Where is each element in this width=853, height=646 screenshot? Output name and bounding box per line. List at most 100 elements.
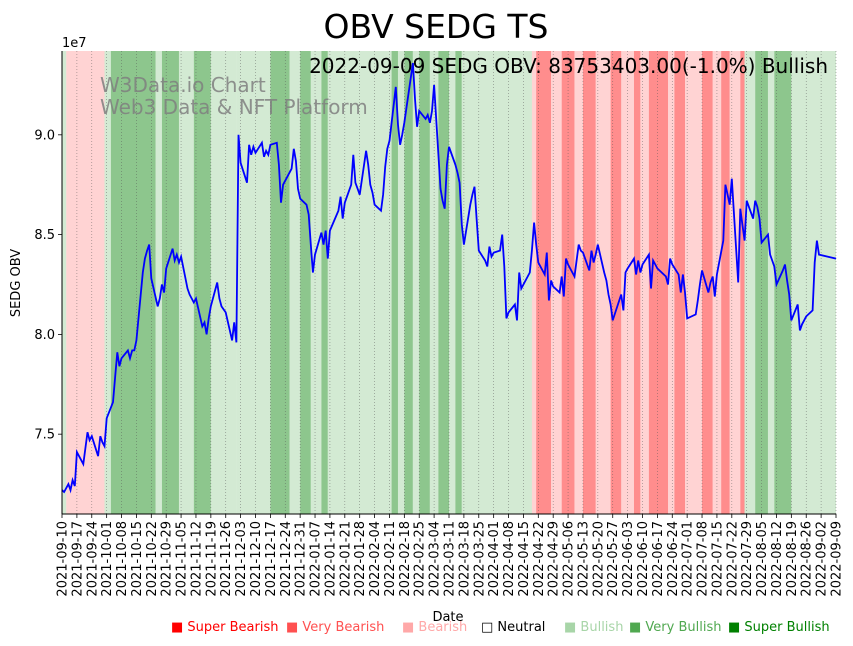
x-tick-label: 2022-01-14 (323, 521, 338, 597)
x-tick-label: 2021-12-17 (264, 521, 279, 597)
x-tick-label: 2022-01-07 (309, 521, 324, 597)
regime-band-very-bullish (161, 51, 179, 514)
regime-band-very-bullish (270, 51, 290, 514)
legend: ■ Super Bearish ■ Very Bearish ■ Bearish… (168, 620, 848, 638)
x-tick-label: 2022-04-22 (532, 521, 547, 597)
x-axis-ticks: 2021-09-10 2021-09-17 2021-09-24 2021-10-01… (56, 514, 845, 597)
regime-band-bearish (685, 51, 703, 514)
legend-super-bearish-label: Super Bearish (187, 620, 279, 635)
regime-band-bearish (66, 51, 105, 514)
regime-band-bearish (640, 51, 649, 514)
x-tick-label: 2021-10-29 (160, 521, 175, 597)
x-tick-label: 2021-11-19 (204, 521, 219, 597)
regime-band-bullish (155, 51, 162, 514)
x-tick-label: 2022-05-27 (606, 521, 621, 597)
regime-band-bullish (104, 51, 111, 514)
regime-band-bullish (62, 51, 67, 514)
regime-band-bullish (310, 51, 322, 514)
x-tick-label: 2022-07-15 (710, 521, 725, 597)
x-tick-label: 2022-06-03 (621, 521, 636, 597)
y-tick-label: 7.5 (34, 428, 55, 443)
regime-band-bullish (744, 51, 756, 514)
legend-bullish-label: Bullish (580, 620, 624, 635)
x-tick-label: 2022-06-24 (666, 521, 681, 597)
x-tick-label: 2022-07-29 (740, 521, 755, 597)
regime-band-bullish (397, 51, 405, 514)
legend-very-bullish-label: Very Bullish (645, 620, 722, 635)
x-tick-label: 2022-02-04 (368, 521, 383, 597)
x-tick-label: 2022-08-19 (785, 521, 800, 597)
legend-very-bearish: ■ Very Bearish (286, 620, 385, 635)
x-tick-label: 2022-05-13 (576, 521, 591, 597)
x-tick-label: 2021-10-22 (145, 521, 160, 597)
legend-bearish: ■ Bearish (402, 620, 468, 635)
legend-very-bullish: ■ Very Bullish (629, 620, 722, 635)
x-tick-label: 2022-03-18 (457, 521, 472, 597)
regime-band-bullish (289, 51, 301, 514)
x-axis-label: Date (432, 610, 463, 625)
regime-band-very-bullish (110, 51, 156, 514)
legend-neutral-label: Neutral (497, 620, 546, 635)
regime-band-bearish (531, 51, 537, 514)
legend-neutral: □ Neutral (481, 620, 546, 635)
x-tick-label: 2021-11-26 (219, 521, 234, 597)
regime-band-bullish (412, 51, 420, 514)
x-tick-label: 2022-08-26 (800, 521, 815, 597)
x-tick-label: 2022-03-25 (472, 521, 487, 597)
y-tick-label: 8.5 (34, 228, 55, 243)
legend-super-bullish: ■ Super Bullish (728, 620, 830, 635)
x-tick-label: 2022-04-15 (517, 521, 532, 597)
x-tick-label: 2022-02-25 (413, 521, 428, 597)
x-tick-label: 2021-11-12 (189, 521, 204, 597)
regime-band-very-bearish (536, 51, 552, 514)
x-tick-label: 2022-07-01 (681, 521, 696, 597)
x-tick-label: 2022-05-20 (591, 521, 606, 597)
regime-band-bullish (767, 51, 775, 514)
regime-band-very-bullish (300, 51, 311, 514)
regime-band-bearish (574, 51, 583, 514)
x-tick-label: 2022-04-29 (547, 521, 562, 597)
watermark-line-1: W3Data.io Chart (100, 73, 266, 97)
y-offset-label: 1e7 (62, 36, 87, 51)
x-tick-label: 2022-09-02 (815, 521, 830, 597)
y-tick-label: 9.0 (34, 128, 55, 143)
x-tick-label: 2021-09-10 (56, 521, 71, 597)
x-tick-label: 2022-06-10 (636, 521, 651, 597)
x-tick-label: 2022-08-05 (755, 521, 770, 597)
x-tick-label: 2022-01-21 (338, 521, 353, 597)
regime-band-bearish (729, 51, 741, 514)
chart-headline: 2022-09-09 SEDG OBV: 83753403.00(-1.0%) … (309, 54, 828, 78)
regime-band-very-bearish (633, 51, 641, 514)
x-tick-label: 2022-03-11 (443, 521, 458, 597)
regime-band-very-bearish (721, 51, 730, 514)
x-tick-label: 2021-12-03 (234, 521, 249, 597)
regime-band-bearish (551, 51, 562, 514)
regime-band-very-bearish (648, 51, 669, 514)
x-tick-label: 2022-04-01 (487, 521, 502, 597)
x-tick-label: 2021-11-05 (175, 521, 190, 597)
watermark-line-2: Web3 Data & NFT Platform (100, 95, 368, 119)
regime-band-bullish (210, 51, 222, 514)
x-tick-label: 2021-12-24 (279, 521, 294, 597)
regime-band-very-bearish (610, 51, 622, 514)
regime-band-bullish (236, 51, 271, 514)
legend-bearish-label: Bearish (418, 620, 468, 635)
y-axis-label: SEDG OBV (9, 249, 24, 317)
x-tick-label: 2021-12-10 (249, 521, 264, 597)
regime-band-bullish (449, 51, 456, 514)
regime-band-very-bullish (438, 51, 449, 514)
regime-band-very-bullish (391, 51, 398, 514)
x-tick-label: 2022-02-18 (398, 521, 413, 597)
legend-super-bullish-label: Super Bullish (744, 620, 830, 635)
obv-series-line (61, 62, 837, 494)
legend-very-bearish-label: Very Bearish (302, 620, 385, 635)
x-tick-label: 2021-10-01 (100, 521, 115, 597)
regime-band-very-bullish (774, 51, 792, 514)
regime-band-bullish (221, 51, 237, 514)
regime-band-very-bullish (404, 51, 413, 514)
x-tick-label: 2022-09-09 (830, 521, 845, 597)
x-tick-label: 2021-10-08 (115, 521, 130, 597)
x-tick-label: 2022-05-06 (562, 521, 577, 597)
x-tick-label: 2022-04-08 (502, 521, 517, 597)
